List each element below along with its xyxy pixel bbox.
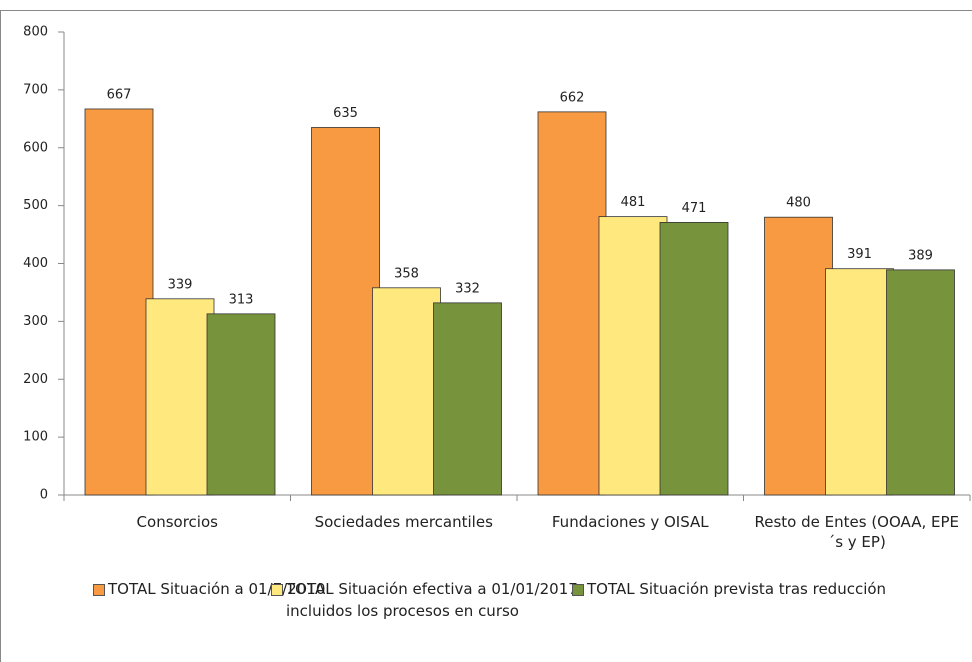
- bar: [311, 127, 380, 496]
- data-label: 339: [168, 277, 193, 292]
- y-tick-label: 700: [23, 82, 48, 97]
- bar: [84, 108, 154, 496]
- bar: [372, 287, 441, 496]
- x-tick-label: Resto de Entes (OOAA, EPE´s y EP): [754, 513, 960, 551]
- data-label: 358: [394, 266, 419, 281]
- data-label: 667: [107, 87, 132, 102]
- legend-swatch: [93, 584, 105, 596]
- legend-label: TOTAL Situación a 01/7/2010: [108, 580, 326, 598]
- y-tick-label: 0: [40, 488, 48, 503]
- data-label: 389: [908, 248, 933, 263]
- legend-swatch: [271, 584, 283, 596]
- bar: [537, 111, 607, 496]
- data-label: 471: [682, 201, 707, 216]
- bar: [886, 269, 955, 496]
- bar: [764, 216, 833, 496]
- data-label: 481: [621, 195, 646, 210]
- bar: [598, 216, 668, 496]
- x-tick-label: Consorcios: [136, 513, 218, 531]
- y-tick-label: 200: [23, 372, 48, 387]
- y-tick-label: 500: [23, 198, 48, 213]
- data-label: 391: [847, 247, 872, 262]
- y-tick-label: 600: [23, 140, 48, 155]
- x-tick-label: Sociedades mercantiles: [314, 513, 493, 531]
- bar: [659, 222, 729, 496]
- y-tick-label: 100: [23, 430, 48, 445]
- bar: [433, 302, 502, 496]
- bar: [825, 268, 894, 496]
- data-label: 480: [786, 196, 811, 211]
- legend-swatch: [572, 584, 584, 596]
- bar: [206, 313, 276, 496]
- x-tick-label: Fundaciones y OISAL: [551, 513, 709, 531]
- y-tick-label: 300: [23, 314, 48, 329]
- y-tick-label: 400: [23, 256, 48, 271]
- data-label: 662: [560, 90, 585, 105]
- y-tick-label: 800: [23, 25, 48, 40]
- data-label: 635: [333, 106, 358, 121]
- data-label: 313: [229, 292, 254, 307]
- bar: [145, 298, 215, 496]
- legend-label: TOTAL Situación prevista tras reducción: [587, 580, 887, 598]
- data-label: 332: [455, 281, 480, 296]
- legend-label: TOTAL Situación efectiva a 01/01/2017 in…: [286, 580, 578, 620]
